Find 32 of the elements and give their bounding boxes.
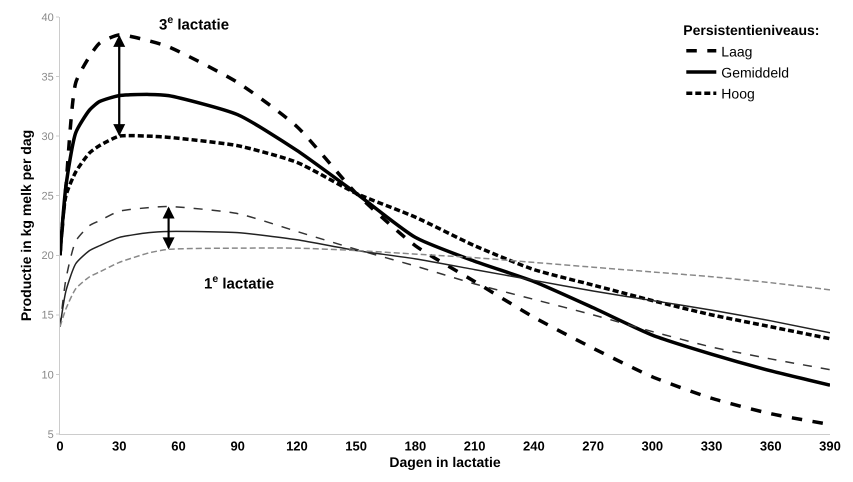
y-tick-label: 25 (42, 190, 54, 203)
y-tick-label: 15 (42, 310, 54, 322)
x-tick-label: 30 (112, 438, 126, 454)
y-tick-label: 10 (42, 369, 54, 382)
x-tick-label: 300 (641, 438, 664, 454)
x-tick-label: 60 (171, 438, 186, 454)
y-tick-label: 40 (42, 12, 54, 24)
legend-label: Hoog (721, 86, 755, 102)
x-tick-label: 360 (760, 438, 782, 454)
y-tick-label: 35 (42, 71, 54, 84)
y-tick-label: 20 (42, 250, 54, 262)
x-tick-label: 150 (345, 438, 367, 454)
y-axis-title: Productie in kg melk per dag (18, 130, 34, 322)
x-tick-label: 120 (286, 438, 308, 454)
x-tick-label: 240 (523, 438, 545, 454)
y-tick-label: 5 (48, 428, 54, 441)
x-tick-label: 90 (230, 438, 245, 454)
x-tick-label: 270 (582, 438, 604, 454)
line-series (60, 230, 830, 334)
y-tick-label: 30 (42, 130, 54, 143)
x-tick-label: 180 (404, 438, 426, 454)
x-axis-title: Dagen in lactatie (389, 454, 501, 470)
x-tick-label: 210 (464, 438, 486, 454)
x-tick-label: 330 (700, 438, 722, 454)
legend-title: Persistentieniveaus: (683, 22, 820, 38)
x-tick-label: 0 (56, 438, 64, 454)
legend-label: Gemiddeld (721, 64, 790, 80)
legend-label: Laag (721, 43, 752, 60)
annotation: 3$^{e}$ lactatie (159, 14, 230, 34)
x-tick-label: 390 (819, 438, 841, 454)
line-series (60, 206, 830, 370)
annotation: 1$^{e}$ lactatie (204, 273, 274, 292)
